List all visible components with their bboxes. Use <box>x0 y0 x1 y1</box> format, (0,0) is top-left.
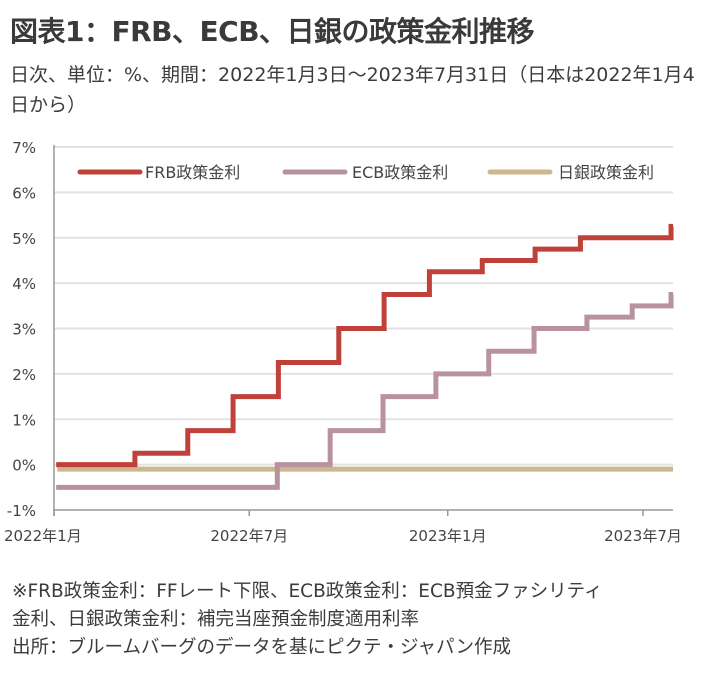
x-tick-label: 2023年7月 <box>604 527 682 545</box>
y-tick-label: 5% <box>12 230 36 248</box>
y-axis-tick-labels: 7% 6% 5% 4% 3% 2% 1% 0% -1% <box>7 139 36 520</box>
footnote-line: ※FRB政策金利：FFレート下限、ECB政策金利：ECB預金ファシリティ <box>12 581 603 602</box>
legend-label: 日銀政策金利 <box>558 163 654 182</box>
y-tick-label: 2% <box>12 366 36 384</box>
x-tick-label: 2022年1月 <box>4 527 82 545</box>
legend-label: ECB政策金利 <box>352 163 448 182</box>
y-tick-label: -1% <box>7 502 36 520</box>
x-tick-label: 2023年1月 <box>409 527 487 545</box>
footnotes: ※FRB政策金利：FFレート下限、ECB政策金利：ECB預金ファシリティ 金利、… <box>12 578 702 662</box>
chart-title: 図表1：FRB、ECB、日銀の政策金利推移 <box>10 15 535 48</box>
y-tick-label: 3% <box>12 321 36 339</box>
footnote-line: 出所：ブルームバーグのデータを基にピクテ・ジャパン作成 <box>12 637 511 658</box>
series-line-1 <box>56 291 674 490</box>
legend-label: FRB政策金利 <box>145 163 240 182</box>
y-tick-label: 7% <box>12 139 36 157</box>
gridlines <box>54 146 673 466</box>
footnote-line: 金利、日銀政策金利：補完当座預金制度適用利率 <box>12 609 420 630</box>
y-tick-label: 4% <box>12 275 36 293</box>
series-lines <box>56 223 674 490</box>
legend: FRB政策金利 ECB政策金利 日銀政策金利 <box>77 163 654 182</box>
axes <box>53 145 673 516</box>
x-tick-label: 2022年7月 <box>210 527 288 545</box>
series-line-0 <box>56 223 674 468</box>
y-tick-label: 6% <box>12 184 36 202</box>
y-tick-label: 1% <box>12 411 36 429</box>
y-tick-label: 0% <box>12 457 36 475</box>
chart-subtitle: 日次、単位：%、期間：2022年1月3日～2023年7月31日（日本は2022年… <box>10 64 695 116</box>
x-axis-tick-labels: 2022年1月 2022年7月 2023年1月 2023年7月 <box>4 510 682 545</box>
